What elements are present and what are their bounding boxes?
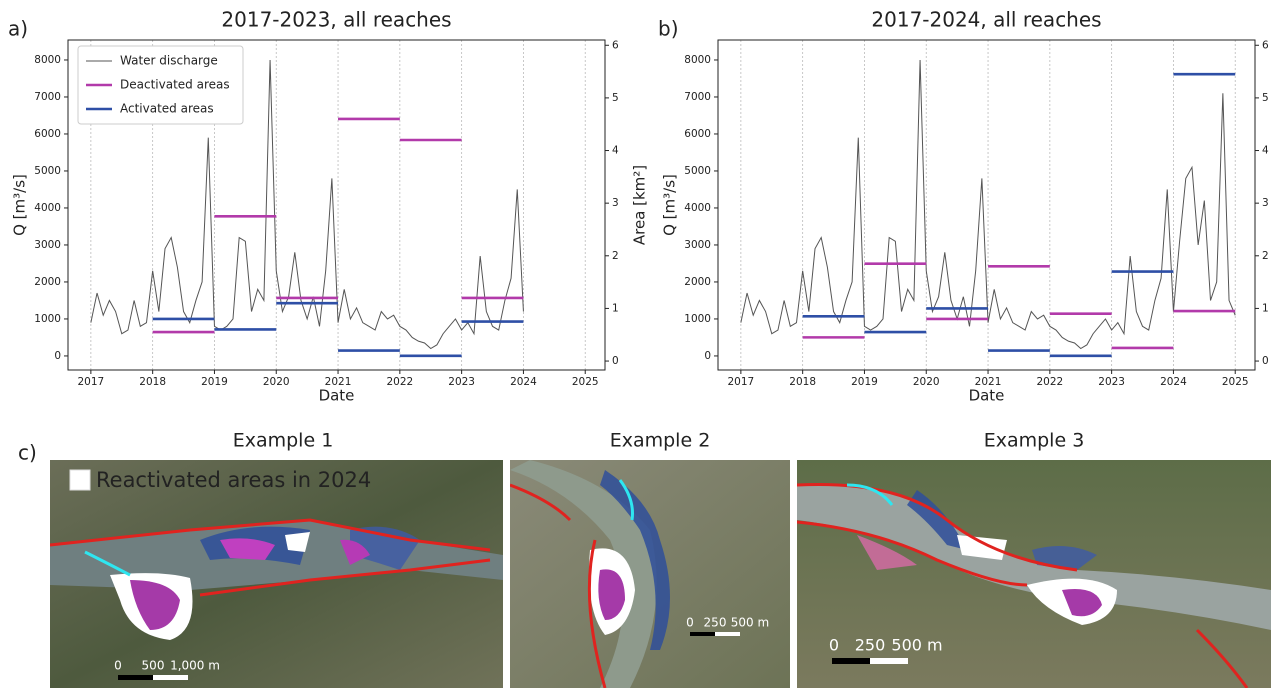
x-tick-label: 2022 — [1036, 376, 1063, 388]
y-tick-label: 2000 — [34, 276, 61, 288]
x-tick-label: 2018 — [139, 376, 166, 388]
y-tick-label: 6000 — [34, 128, 61, 140]
y-tick-label: 7000 — [34, 91, 61, 103]
scale-label: 250 — [704, 616, 727, 630]
y-tick-label: 5000 — [34, 165, 61, 177]
satellite-image: Reactivated areas in 2024 0 500 1,000 m — [50, 460, 503, 688]
y-tick-label: 8000 — [34, 54, 61, 66]
x-axis-label: Date — [969, 387, 1005, 405]
scale-label: 500 m — [891, 636, 942, 655]
y-tick-label: 7000 — [684, 91, 711, 103]
y2-tick-label: 2 — [1262, 250, 1269, 262]
x-tick-label: 2020 — [913, 376, 940, 388]
y2-tick-label: 1 — [612, 302, 619, 314]
scale-label: 0 — [686, 616, 694, 630]
y2-tick-label: 2 — [612, 250, 619, 262]
y-axis-label: Q [m³/s] — [11, 174, 29, 236]
y2-tick-label: 0 — [612, 355, 619, 367]
x-tick-label: 2019 — [851, 376, 878, 388]
y2-tick-label: 3 — [612, 197, 619, 209]
legend-label: Activated areas — [120, 102, 214, 116]
y2-tick-label: 6 — [1262, 39, 1269, 51]
example-title: Example 3 — [984, 430, 1085, 452]
y-tick-label: 1000 — [684, 313, 711, 325]
y-tick-label: 4000 — [684, 202, 711, 214]
y-tick-label: 0 — [704, 350, 711, 362]
panel-label: a) — [8, 17, 28, 41]
y2-tick-label: 0 — [1262, 355, 1269, 367]
y2-axis-label: Area [km²] — [631, 165, 649, 245]
x-tick-label: 2019 — [201, 376, 228, 388]
y2-tick-label: 5 — [1262, 92, 1269, 104]
example-title: Example 1 — [233, 430, 334, 452]
x-tick-label: 2018 — [789, 376, 816, 388]
y-tick-label: 4000 — [34, 202, 61, 214]
map-legend: Reactivated areas in 2024 — [96, 468, 371, 492]
satellite-image: 0 250 500 m — [510, 460, 790, 688]
x-tick-label: 2025 — [1222, 376, 1249, 388]
y2-tick-label: 3 — [1262, 197, 1269, 209]
y-tick-label: 8000 — [684, 54, 711, 66]
x-tick-label: 2025 — [572, 376, 599, 388]
scale-label: 500 m — [731, 616, 769, 630]
y-tick-label: 0 — [54, 350, 61, 362]
x-axis-label: Date — [319, 387, 355, 405]
x-tick-label: 2023 — [1098, 376, 1125, 388]
y-tick-label: 3000 — [684, 239, 711, 251]
figure: c) Example 1 Example 2 Example 3 Reactiv… — [0, 0, 1271, 688]
panel-label: c) — [18, 441, 37, 465]
y-tick-label: 5000 — [684, 165, 711, 177]
y-tick-label: 2000 — [684, 276, 711, 288]
scale-label: 500 — [142, 659, 165, 673]
example-title: Example 2 — [610, 430, 711, 452]
x-tick-label: 2017 — [77, 376, 104, 388]
plot-frame — [718, 40, 1255, 370]
chart-title: 2017-2024, all reaches — [871, 8, 1101, 32]
legend-label: Deactivated areas — [120, 78, 230, 92]
y2-tick-label: 1 — [1262, 302, 1269, 314]
x-tick-label: 2017 — [727, 376, 754, 388]
satellite-image: 0 250 500 m — [797, 460, 1271, 688]
y2-tick-label: 5 — [612, 92, 619, 104]
x-tick-label: 2024 — [510, 376, 537, 388]
x-tick-label: 2020 — [263, 376, 290, 388]
scale-label: 0 — [829, 636, 839, 655]
y-tick-label: 1000 — [34, 313, 61, 325]
legend-label: Water discharge — [120, 54, 218, 68]
y2-tick-label: 4 — [1262, 145, 1269, 157]
scale-label: 250 — [855, 636, 886, 655]
y-tick-label: 6000 — [684, 128, 711, 140]
y2-tick-label: 4 — [612, 145, 619, 157]
scale-label: 1,000 m — [170, 659, 220, 673]
chart-title: 2017-2023, all reaches — [221, 8, 451, 32]
y-axis-label: Q [m³/s] — [661, 174, 679, 236]
y2-tick-label: 6 — [612, 39, 619, 51]
scale-label: 0 — [114, 659, 122, 673]
x-tick-label: 2022 — [386, 376, 413, 388]
x-tick-label: 2023 — [448, 376, 475, 388]
y-tick-label: 3000 — [34, 239, 61, 251]
x-tick-label: 2024 — [1160, 376, 1187, 388]
panel-label: b) — [658, 17, 679, 41]
